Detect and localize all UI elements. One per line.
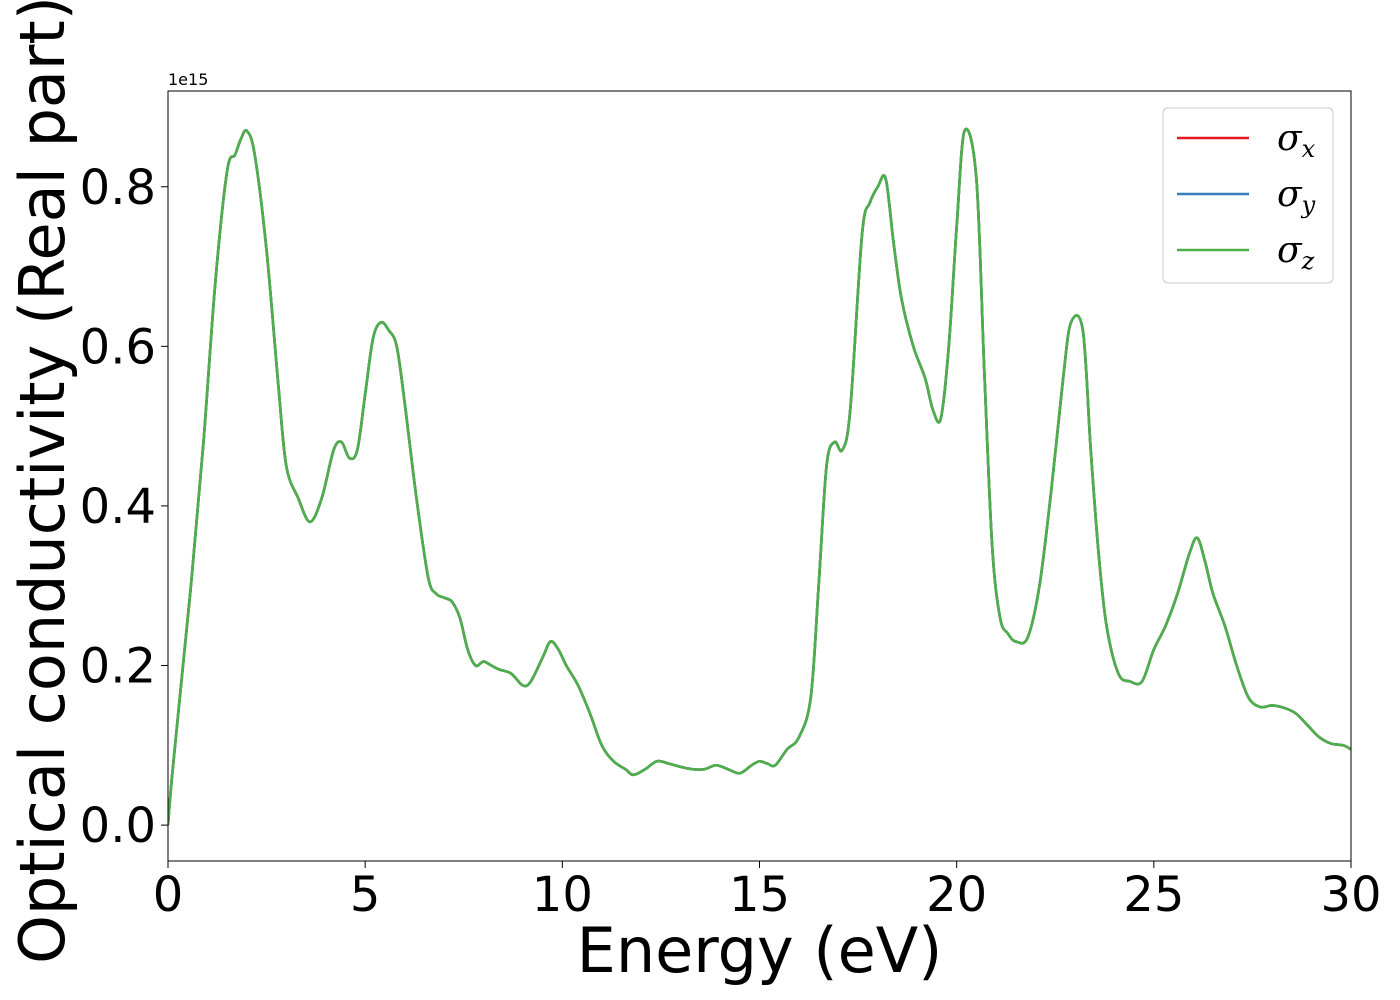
x-tick-label: 20: [926, 867, 987, 923]
legend-subscript: y: [1301, 191, 1316, 219]
y-tick-label: 0.0: [80, 798, 156, 854]
legend-symbol: σ: [1277, 174, 1303, 215]
legend-symbol: σ: [1277, 230, 1303, 271]
y-axis: 0.0 0.2 0.4 0.6 0.8: [80, 160, 168, 854]
y-tick-label: 0.8: [80, 160, 156, 216]
legend-box: [1162, 107, 1334, 284]
legend-label-sigma-y: σy: [1277, 174, 1316, 219]
y-axis-title: Optical conductivity (Real part): [6, 0, 79, 964]
legend-subscript: x: [1302, 135, 1316, 163]
x-axis-title: Energy (eV): [577, 914, 943, 987]
y-tick-label: 0.4: [80, 479, 156, 535]
x-tick-label: 5: [350, 867, 381, 923]
x-tick-label: 0: [153, 867, 184, 923]
y-tick-label: 0.2: [80, 639, 156, 695]
series-line-sigma-z: [168, 127, 1351, 826]
x-tick-label: 30: [1320, 867, 1381, 923]
y-offset-label: 1e15: [168, 70, 208, 89]
legend-label-sigma-z: σz: [1277, 230, 1315, 275]
plot-frame: [167, 90, 1352, 862]
x-axis: 0 5 10 15 20 25 30: [153, 861, 1382, 923]
y-tick-label: 0.6: [80, 319, 156, 375]
legend-subscript: z: [1301, 247, 1315, 275]
plot-series: [168, 127, 1351, 826]
legend-symbol: σ: [1277, 118, 1303, 159]
x-tick-label: 15: [729, 867, 790, 923]
x-tick-label: 10: [532, 867, 593, 923]
x-tick-label: 25: [1123, 867, 1184, 923]
legend-label-sigma-x: σx: [1277, 118, 1316, 163]
